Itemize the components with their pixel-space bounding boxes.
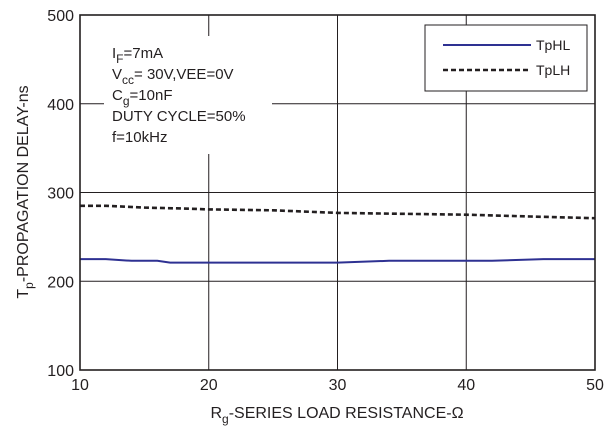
annotation-text: =7mA: [124, 45, 164, 62]
annotation-text: = 30V,VEE=0V: [134, 66, 234, 83]
annotation-line: Vcc= 30V,VEE=0V: [112, 66, 234, 87]
x-tick-label: 30: [329, 377, 347, 394]
y-axis-label-sub: p: [22, 282, 36, 289]
series-line-tplh: [80, 204, 596, 220]
annotation-text: f=10kHz: [112, 129, 167, 146]
y-axis-label: Tp-PROPAGATION DELAY-ns: [15, 85, 36, 298]
y-axis-label-suffix: -PROPAGATION DELAY-ns: [15, 85, 32, 282]
series-line-tphl: [80, 258, 595, 264]
y-tick-label: 400: [47, 97, 74, 114]
annotation-text: =10nF: [130, 87, 173, 104]
annotation-line: IF=7mA: [112, 45, 163, 66]
annotation-text: I: [112, 45, 116, 62]
annotation-subscript: F: [116, 52, 123, 66]
legend-box: [424, 24, 588, 92]
plot-frame: [79, 14, 596, 371]
annotation-text: DUTY CYCLE=50%: [112, 108, 246, 125]
x-axis-label-suffix: -SERIES LOAD RESISTANCE-Ω: [229, 405, 464, 422]
x-axis-label-sub: g: [222, 412, 229, 426]
legend-label-tplh: TpLH: [536, 62, 570, 78]
y-tick-label: 300: [47, 186, 74, 203]
x-tick-label: 50: [586, 377, 604, 394]
x-axis-label-prefix: R: [210, 405, 222, 422]
legend-label-tphl: TpHL: [536, 37, 570, 53]
y-tick-label: 500: [47, 8, 74, 25]
y-tick-labels: 100 200 300 400 500: [47, 8, 74, 380]
x-tick-label: 40: [457, 377, 475, 394]
y-tick-label: 100: [47, 363, 74, 380]
annotation-line: Cg=10nF: [112, 87, 172, 108]
y-axis-label-prefix: T: [15, 289, 32, 299]
series-layer: [80, 204, 596, 264]
annotation-subscript: g: [123, 94, 130, 108]
annotation-subscript: cc: [122, 73, 134, 87]
legend: TpHL TpLH: [424, 24, 588, 92]
x-axis-label: Rg-SERIES LOAD RESISTANCE-Ω: [210, 405, 463, 426]
annotation-text: C: [112, 87, 123, 104]
x-tick-labels: 10 20 30 40 50: [71, 377, 604, 394]
annotation-box: [104, 36, 272, 154]
annotation-line: DUTY CYCLE=50%: [112, 108, 246, 125]
x-tick-label: 20: [200, 377, 218, 394]
annotation-text: V: [112, 66, 122, 83]
y-tick-label: 200: [47, 274, 74, 291]
x-tick-label: 10: [71, 377, 89, 394]
annotation-line: f=10kHz: [112, 129, 167, 146]
